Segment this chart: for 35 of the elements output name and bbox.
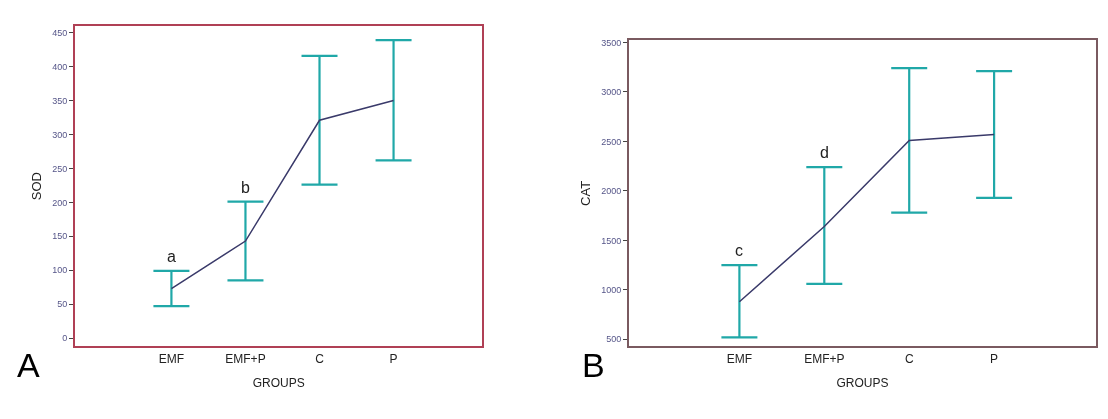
y-tick-label: 1000 <box>601 284 622 295</box>
x-tick-label: P <box>389 351 398 366</box>
y-tick-label: 1500 <box>601 235 622 246</box>
x-tick-label: EMF+P <box>225 351 266 366</box>
annotation: d <box>820 144 829 161</box>
annotation: b <box>241 179 250 196</box>
y-axis-title: CAT <box>577 180 593 206</box>
y-axis-title: SOD <box>28 171 44 201</box>
x-axis-title: GROUPS <box>836 376 889 391</box>
x-tick-label: EMF <box>726 351 753 366</box>
y-tick-label: 500 <box>606 334 622 345</box>
x-tick-label: EMF <box>158 351 185 366</box>
text: A <box>17 346 40 384</box>
x-tick-label: C <box>904 351 914 366</box>
y-tick-label: 450 <box>52 27 68 38</box>
y-tick-label: 100 <box>52 265 68 276</box>
y-tick-label: 2500 <box>601 136 622 147</box>
y-tick-label: 2000 <box>601 186 622 197</box>
y-tick-label: 50 <box>57 299 68 310</box>
annotation: c <box>735 242 743 259</box>
x-tick-label: EMF+P <box>804 351 845 366</box>
x-tick-label: P <box>990 351 999 366</box>
y-tick-label: 150 <box>52 231 68 242</box>
text: B <box>582 346 605 384</box>
x-tick-label: C <box>315 351 325 366</box>
y-tick-label: 350 <box>52 95 68 106</box>
y-tick-label: 3500 <box>601 37 622 48</box>
y-tick-label: 200 <box>52 197 68 208</box>
y-tick-label: 300 <box>52 129 68 140</box>
y-tick-label: 3000 <box>601 87 622 98</box>
y-tick-label: 250 <box>52 163 68 174</box>
x-axis-title: GROUPS <box>252 376 305 391</box>
y-tick-label: 0 <box>62 333 68 344</box>
y-tick-label: 400 <box>52 61 68 72</box>
annotation: a <box>167 248 176 265</box>
